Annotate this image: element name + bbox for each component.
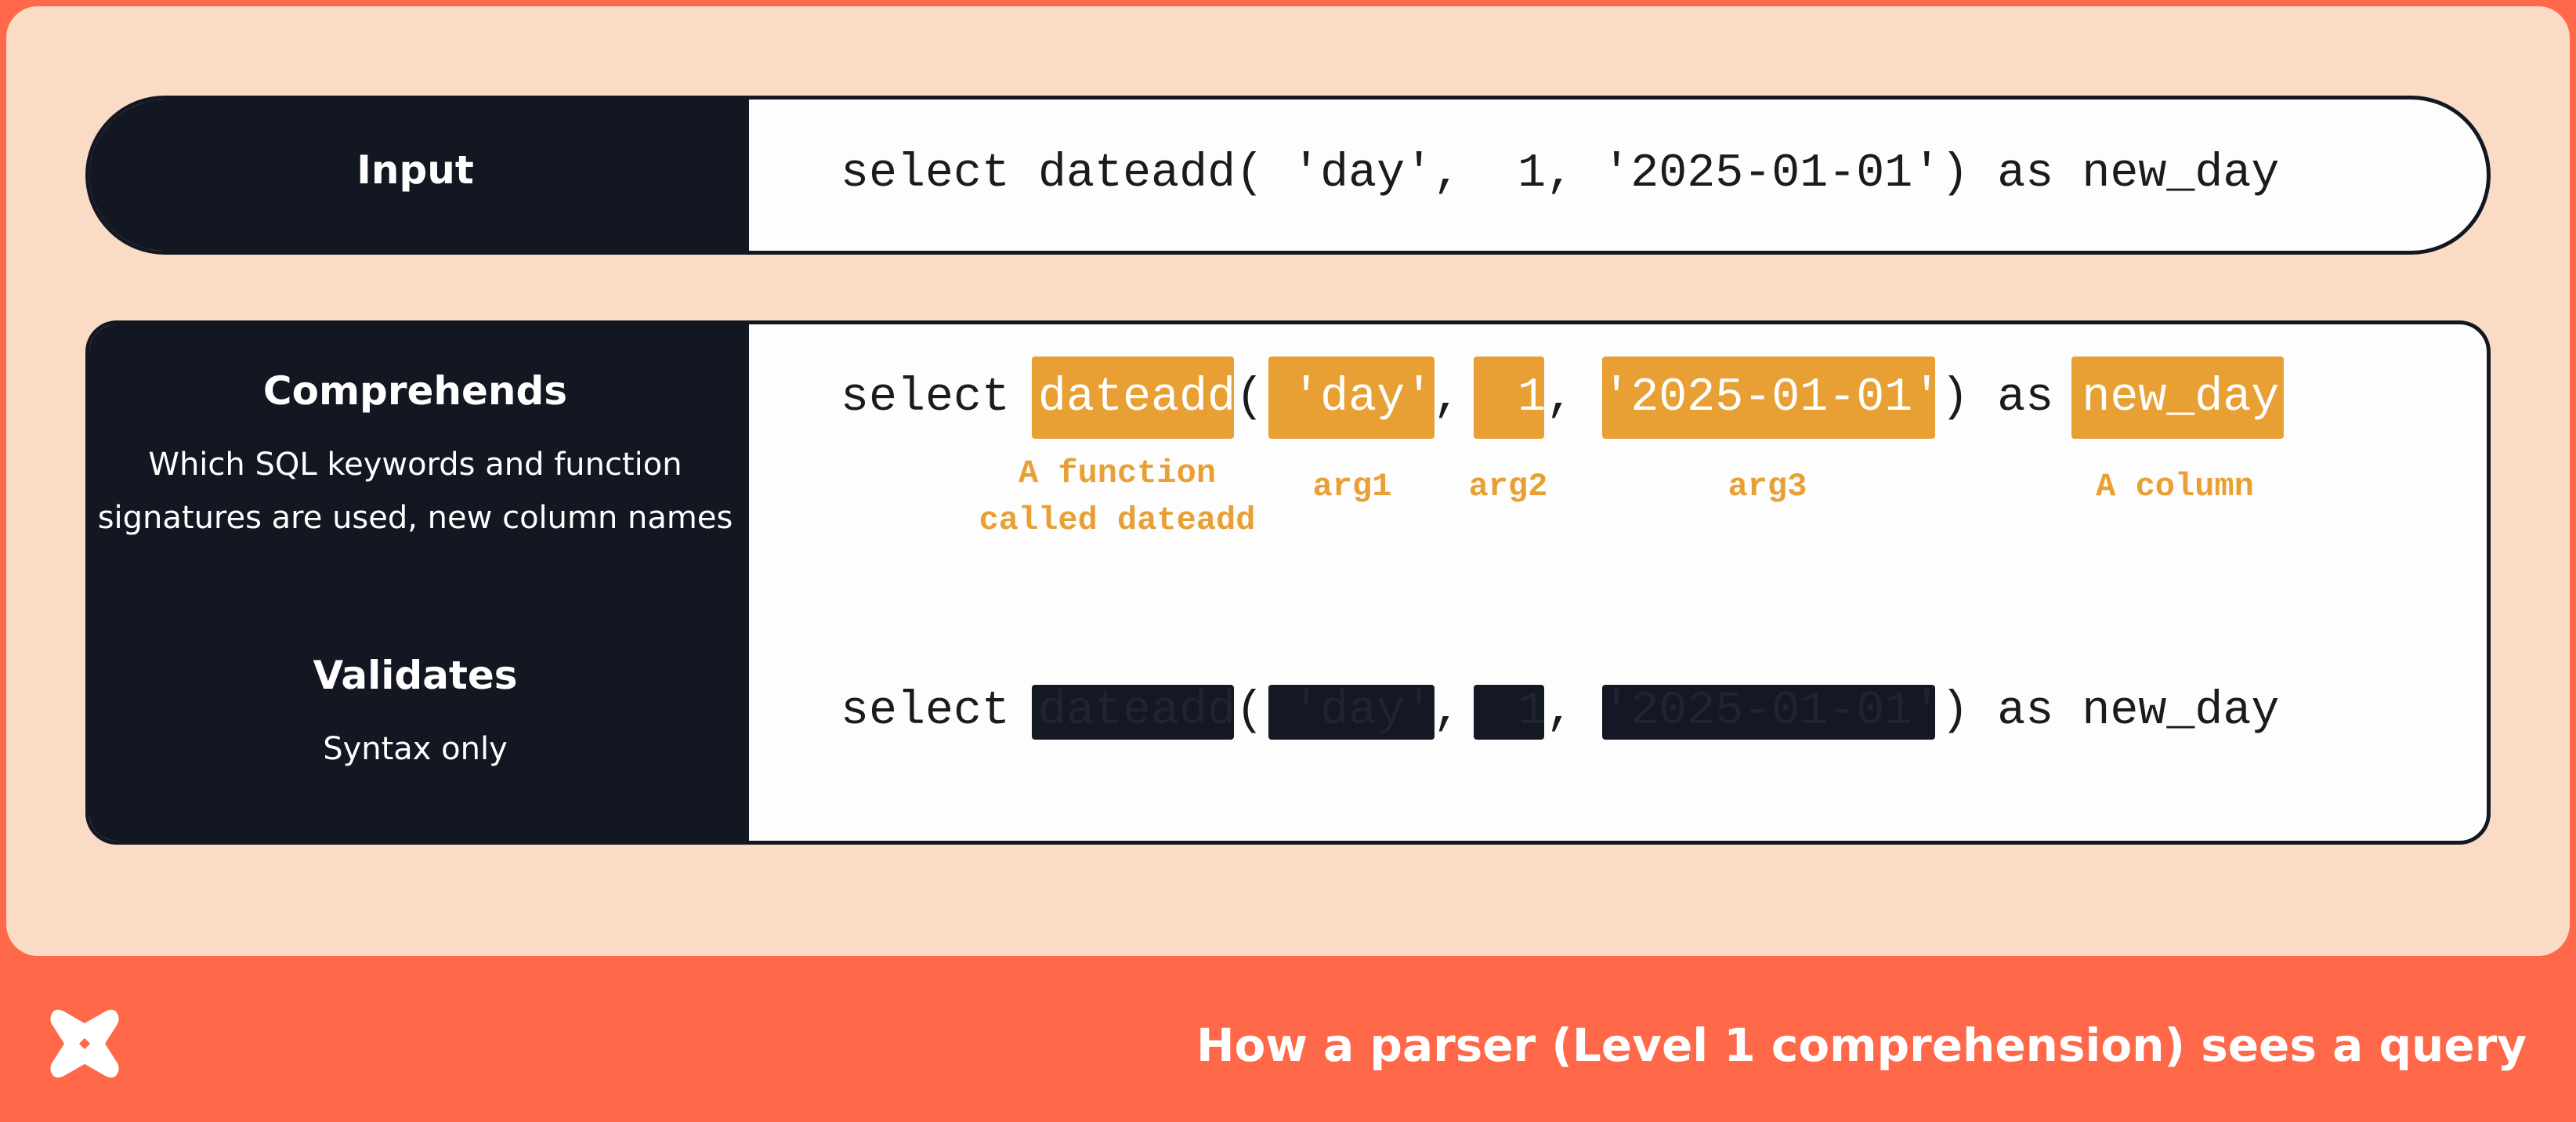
highlight-function: [1032, 357, 1234, 439]
mask-arg2: [1474, 685, 1544, 740]
footer-caption: How a parser (Level 1 comprehension) see…: [1196, 1019, 2527, 1072]
comprehends-code: select dateadd( 'day', 1, '2025-01-01') …: [841, 371, 2280, 425]
validates-label: Validates: [313, 653, 518, 698]
comprehends-label: Comprehends: [262, 368, 568, 414]
annotation-arg3: arg3: [1728, 468, 1807, 505]
mask-arg1: [1268, 685, 1435, 740]
annotation-arg2: arg2: [1468, 468, 1548, 505]
mask-function: [1032, 685, 1234, 740]
input-row: [85, 96, 2491, 255]
dbt-logo-icon: [50, 1009, 119, 1078]
highlight-column: [2071, 357, 2284, 439]
annotation-column: A column: [2096, 468, 2254, 505]
validates-description: Syntax only: [323, 731, 508, 767]
mask-arg3: [1602, 685, 1935, 740]
highlight-arg2: [1474, 357, 1544, 439]
input-code: select dateadd( 'day', 1, '2025-01-01') …: [841, 147, 2280, 201]
highlight-arg1: [1268, 357, 1435, 439]
input-label: Input: [356, 147, 474, 193]
validates-code: select dateadd( 'day', 1, '2025-01-01') …: [841, 685, 2280, 738]
comprehends-description-1: Which SQL keywords and function: [148, 447, 682, 483]
comprehends-description-2: signatures are used, new column names: [97, 500, 733, 536]
highlight-arg3: [1602, 357, 1935, 439]
annotation-function: A function called dateadd: [979, 454, 1256, 539]
annotation-arg1: arg1: [1312, 468, 1392, 505]
